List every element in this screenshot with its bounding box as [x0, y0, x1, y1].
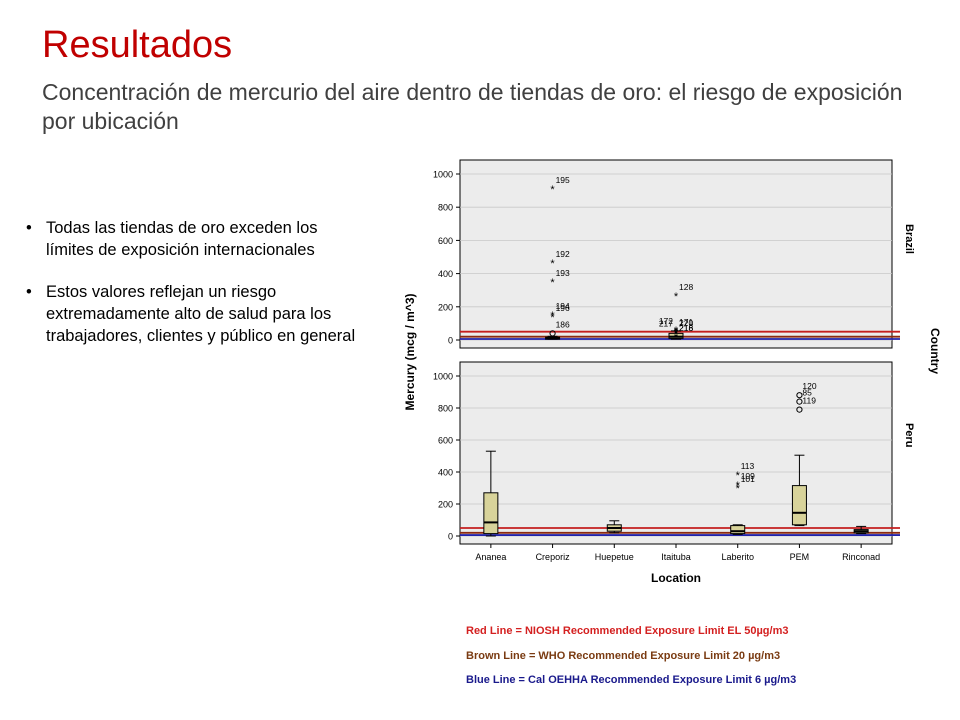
x-tick-label: Laberito	[721, 552, 754, 562]
x-tick-label: Huepetue	[595, 552, 634, 562]
bullet-dot-icon: •	[26, 219, 32, 237]
outlier-circle	[796, 398, 803, 405]
outlier-circle	[796, 392, 803, 399]
mercury-boxplot-chart: 02004006008001000*195*192*193*194*196186…	[403, 159, 942, 585]
outlier-label: 113	[741, 461, 755, 471]
y-tick-label: 200	[438, 500, 453, 510]
bullet-list: • Todas las tiendas de oro exceden los lí…	[26, 217, 361, 367]
facet-axis-label: Country	[928, 328, 942, 374]
outlier-star: *	[736, 470, 741, 482]
y-tick-label: 0	[448, 336, 453, 346]
outlier-star: *	[674, 327, 679, 339]
slide-title: Resultados	[42, 24, 233, 66]
outlier-label: 194	[556, 301, 570, 311]
outlier-label: 120	[802, 381, 816, 391]
box	[483, 492, 499, 535]
outlier-label: 220	[679, 318, 693, 328]
outlier-label: 193	[556, 268, 570, 278]
box	[791, 485, 807, 526]
outlier-label: 85	[802, 388, 812, 398]
outlier-star: *	[674, 326, 679, 338]
outlier-star: *	[674, 328, 679, 340]
x-tick-label: PEM	[790, 552, 810, 562]
facet-strip-label: Brazil	[903, 224, 915, 254]
legend-blue-line: Blue Line = Cal OEHHA Recommended Exposu…	[466, 674, 797, 686]
bullet-text: Todas las tiendas de oro exceden los lím…	[46, 219, 318, 259]
slide-subtitle: Concentración de mercurio del aire dentr…	[42, 79, 903, 134]
legend-brown-line: Brown Line = WHO Recommended Exposure Li…	[466, 650, 781, 662]
outlier-label: 196	[556, 303, 570, 313]
x-tick-label: Ananea	[475, 552, 506, 562]
facet-strip-label: Peru	[903, 423, 915, 447]
y-tick-label: 0	[448, 532, 453, 542]
y-tick-label: 800	[438, 203, 453, 213]
outlier-label: 172	[659, 316, 673, 326]
outlier-label: 171	[679, 317, 693, 327]
x-axis-label: Location	[651, 571, 701, 585]
outlier-label: 216	[679, 323, 693, 333]
outlier-star: *	[550, 312, 555, 324]
panel-background	[459, 159, 893, 349]
outlier-star: *	[550, 258, 555, 270]
outlier-label: 128	[679, 282, 693, 292]
bullet-item: • Estos valores reflejan un riesgo extrem…	[26, 281, 361, 347]
outlier-star: *	[674, 328, 679, 340]
x-tick-label: Itaituba	[661, 552, 691, 562]
outlier-label: 218	[679, 323, 693, 333]
bullet-dot-icon: •	[26, 283, 32, 301]
y-tick-label: 200	[438, 302, 453, 312]
outlier-star: *	[674, 291, 679, 303]
outlier-label: 192	[556, 249, 570, 259]
outlier-label: 217	[659, 319, 673, 329]
outlier-star: *	[550, 310, 555, 322]
y-tick-label: 1000	[433, 372, 453, 382]
outlier-label: 119	[802, 396, 816, 406]
bullet-item: • Todas las tiendas de oro exceden los lí…	[26, 217, 361, 261]
y-tick-label: 600	[438, 236, 453, 246]
y-tick-label: 800	[438, 404, 453, 414]
outlier-star: *	[674, 325, 679, 337]
y-tick-label: 600	[438, 436, 453, 446]
outlier-star: *	[736, 480, 741, 492]
x-tick-label: Rinconad	[842, 552, 880, 562]
outlier-circle	[549, 330, 556, 337]
legend-red-line: Red Line = NIOSH Recommended Exposure Li…	[466, 625, 789, 637]
outlier-star: *	[736, 483, 741, 495]
y-tick-label: 400	[438, 269, 453, 279]
outlier-star: *	[550, 277, 555, 289]
y-tick-label: 400	[438, 468, 453, 478]
bullet-text: Estos valores reflejan un riesgo extrema…	[46, 283, 356, 345]
y-axis-label: Mercury (mcg / m^3)	[403, 293, 417, 410]
y-tick-label: 1000	[433, 170, 453, 180]
outlier-label: 101	[741, 474, 755, 484]
box	[730, 525, 746, 535]
outlier-star: *	[550, 184, 555, 196]
outlier-star: *	[674, 332, 679, 344]
outlier-label: 109	[741, 471, 755, 481]
panel-background	[459, 361, 893, 545]
x-tick-label: Creporiz	[536, 552, 571, 562]
outlier-label: 186	[556, 319, 570, 329]
outlier-label: 195	[556, 175, 570, 185]
outlier-circle	[796, 406, 803, 413]
